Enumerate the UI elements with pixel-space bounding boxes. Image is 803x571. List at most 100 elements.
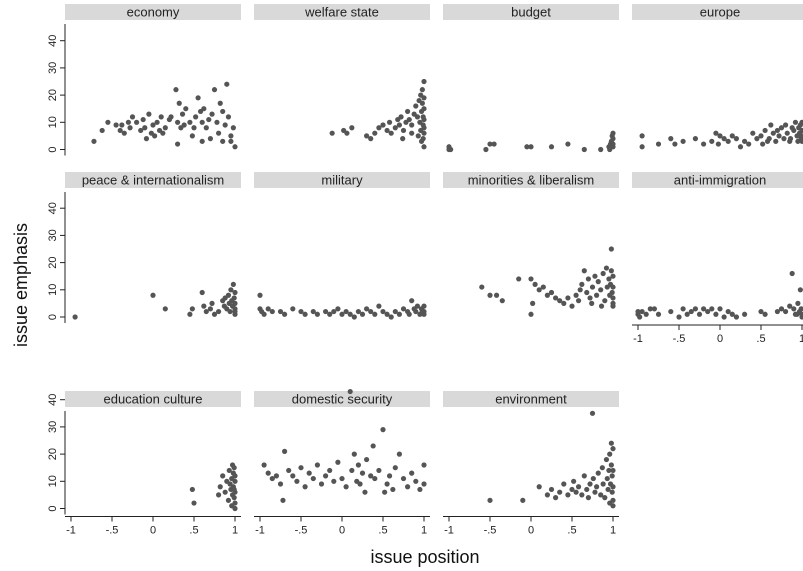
data-point [598,287,604,293]
data-point [421,481,427,487]
panel-strip [632,4,803,20]
y-tick-label: 30 [47,421,59,433]
data-point [607,146,613,153]
data-point [343,308,349,315]
data-point [302,311,308,317]
panel-title: domestic security [292,392,393,407]
data-point [750,130,756,136]
x-tick-label: 1 [799,333,803,345]
data-point [717,306,723,312]
data-point [146,111,152,117]
data-point [565,295,571,301]
data-point [585,276,592,282]
data-point [91,138,97,144]
data-point [228,287,234,293]
data-point [138,127,144,134]
data-point [713,130,719,136]
data-point [575,484,582,490]
x-tick-label: -1 [633,333,643,345]
data-point [380,308,386,315]
data-point [609,473,615,479]
data-point [294,478,300,484]
data-point [230,281,236,287]
data-point [173,87,179,93]
data-point [784,130,790,136]
data-point [359,470,366,476]
x-tick-label: 1 [610,525,616,537]
data-point [351,451,357,457]
data-point [400,475,407,482]
data-point [639,308,645,315]
data-point [176,100,182,106]
data-point [608,462,614,468]
data-point [105,119,111,125]
data-point [273,473,279,479]
data-point [600,270,606,277]
data-point [791,306,797,312]
data-point [421,95,427,101]
data-point [607,500,613,506]
data-point [774,127,781,134]
data-point [419,100,425,106]
panel-title: budget [511,5,551,20]
data-point [261,311,267,317]
data-point [191,500,197,506]
data-points-group [635,270,803,320]
data-point [220,108,226,115]
data-points-group [487,410,616,509]
data-point [347,311,353,317]
data-point [217,484,223,490]
data-point [799,127,803,134]
data-point [598,492,604,498]
data-point [581,146,587,153]
data-point [544,492,551,498]
data-point [368,473,374,479]
data-point [220,138,226,144]
data-point [231,295,237,301]
y-tick-label: 10 [47,475,59,487]
data-point [721,136,727,142]
data-point [211,311,218,317]
data-point [227,308,233,315]
data-point [339,475,345,482]
data-point [415,133,421,139]
data-point [760,141,766,147]
data-point [577,287,583,293]
data-point [604,475,610,482]
data-point [581,473,587,479]
data-point [380,122,386,128]
data-point [392,125,398,131]
panel-strip [254,172,430,188]
data-point [668,308,674,315]
data-point [390,486,396,493]
x-tick-label: -.5 [295,525,308,537]
data-point [599,465,605,471]
data-point [781,136,787,142]
data-point [298,308,304,315]
data-point [421,308,427,315]
data-point [639,144,645,150]
y-tick-label: 40 [47,202,59,214]
data-point [211,87,218,93]
data-point [386,119,393,125]
panel-strip [443,391,619,407]
data-point [762,127,768,134]
data-point [717,133,723,139]
panel-title: economy [127,5,180,20]
y-tick-label: 30 [47,62,59,74]
data-point [795,300,801,306]
panel-strip [65,4,241,20]
data-point [140,116,146,123]
data-point [773,138,779,144]
data-point [142,125,148,131]
data-point [536,484,542,490]
data-point [222,122,228,128]
panel-2: budget [443,4,619,153]
data-point [610,295,616,301]
data-points-group [446,130,616,153]
data-point [589,284,596,290]
data-point [764,138,771,144]
data-point [799,119,803,125]
data-point [479,284,485,290]
data-point [487,292,493,298]
